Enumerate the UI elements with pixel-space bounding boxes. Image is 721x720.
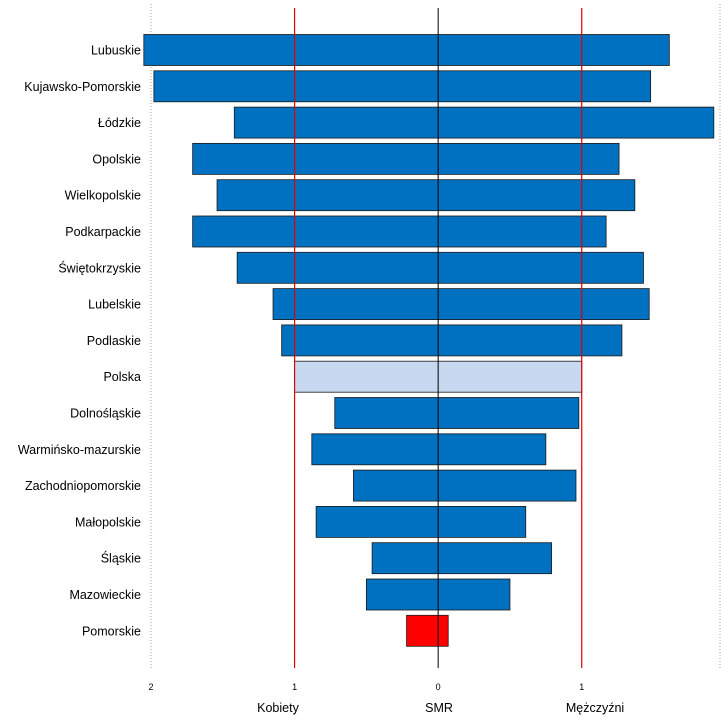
label-warminsko-mazurskie: Warmińsko-mazurskie xyxy=(18,443,141,457)
bar-malopolskie xyxy=(315,505,527,538)
bar-warminsko-mazurskie xyxy=(311,433,547,466)
label-pomorskie: Pomorskie xyxy=(82,624,141,638)
bar-lubuskie xyxy=(143,34,670,66)
bar-kujawsko-pomorskie xyxy=(153,70,652,103)
label-wielkopolskie: Wielkopolskie xyxy=(65,189,141,203)
axis-titles: Kobiety SMR Mężczyźni xyxy=(257,701,624,715)
bar-dolnoslaskie xyxy=(334,397,580,429)
label-podlaskie: Podlaskie xyxy=(87,334,141,348)
tick-label-1: 1 xyxy=(292,682,297,692)
tick-label-2: 0 xyxy=(436,682,441,692)
label-polska: Polska xyxy=(103,370,141,384)
bar-podkarpackie xyxy=(192,215,607,248)
x-axis-ticks: 2 1 0 1 xyxy=(148,682,584,692)
bar-wielkopolskie xyxy=(216,179,636,212)
bar-zachodniopomorskie xyxy=(353,469,577,502)
label-swietokrzyskie: Świętokrzyskie xyxy=(58,260,141,275)
axis-title-smr: SMR xyxy=(425,701,453,715)
bar-opolskie xyxy=(192,142,620,175)
bar-lubelskie xyxy=(272,288,650,321)
label-lodzkie: Łódzkie xyxy=(98,116,141,130)
label-mazowieckie: Mazowieckie xyxy=(69,588,141,602)
label-slaskie: Śląskie xyxy=(101,551,141,566)
bar-swietokrzyskie xyxy=(236,251,644,284)
label-zachodniopomorskie: Zachodniopomorskie xyxy=(25,479,141,493)
label-podkarpackie: Podkarpackie xyxy=(65,225,141,239)
bar-pomorskie xyxy=(406,614,449,647)
label-kujawsko-pomorskie: Kujawsko-Pomorskie xyxy=(24,80,141,94)
region-labels: Lubuskie Kujawsko-Pomorskie Łódzkie Opolski… xyxy=(18,44,141,639)
tick-label-0: 2 xyxy=(148,682,153,692)
label-dolnoslaskie: Dolnośląskie xyxy=(70,407,141,421)
label-opolskie: Opolskie xyxy=(92,152,141,166)
bar-slaskie xyxy=(371,542,552,575)
axis-title-women: Kobiety xyxy=(257,701,299,715)
bar-lodzkie xyxy=(233,106,715,139)
label-lubuskie: Lubuskie xyxy=(91,44,141,58)
label-malopolskie: Małopolskie xyxy=(75,515,141,529)
axis-title-men: Mężczyźni xyxy=(566,701,624,715)
bars xyxy=(143,34,715,647)
bar-podlaskie xyxy=(281,324,623,357)
reference-lines xyxy=(293,8,583,668)
label-lubelskie: Lubelskie xyxy=(88,298,141,312)
tick-label-3: 1 xyxy=(579,682,584,692)
